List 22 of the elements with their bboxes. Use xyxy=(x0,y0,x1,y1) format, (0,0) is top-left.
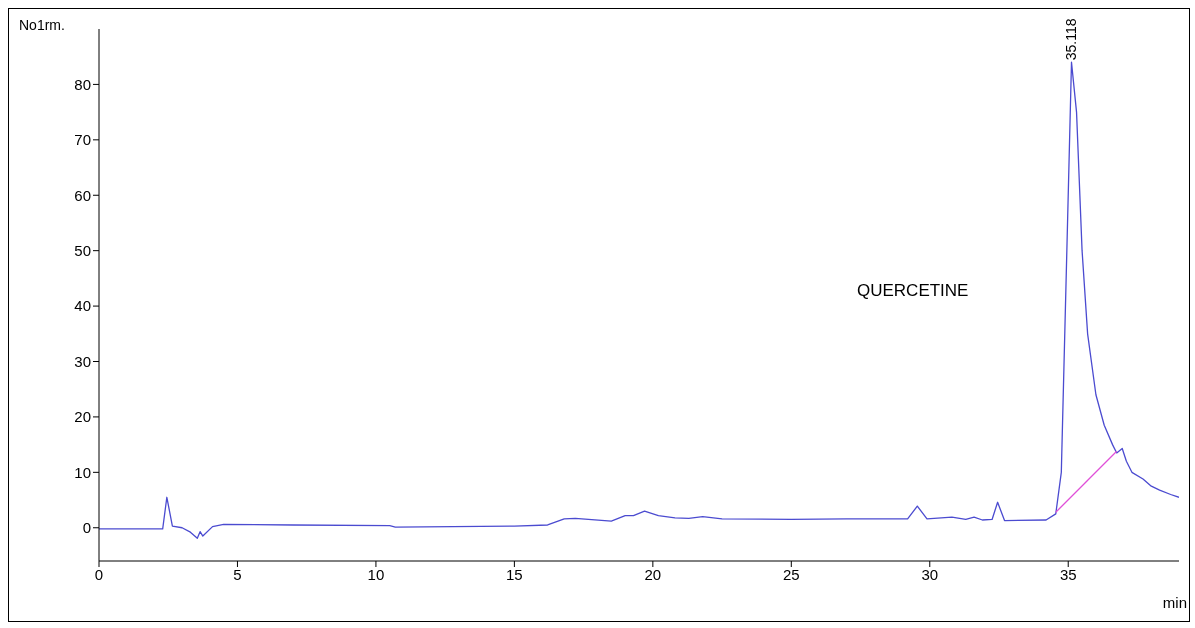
y-tick-label: 80 xyxy=(74,75,91,93)
x-axis-title: min xyxy=(1162,594,1187,611)
x-tick-label: 15 xyxy=(506,565,523,583)
y-tick-label: 40 xyxy=(74,297,91,315)
x-tick-label: 10 xyxy=(367,565,385,583)
y-axis-title: No1rm. xyxy=(19,17,65,33)
x-tick-label: 25 xyxy=(782,565,800,583)
x-tick-label: 35 xyxy=(1059,565,1077,583)
y-tick-label: 10 xyxy=(74,463,91,481)
annotation: QUERCETINE xyxy=(857,281,969,301)
y-tick-label: 60 xyxy=(74,186,91,204)
x-tick-label: 20 xyxy=(644,565,662,583)
x-tick-label: 5 xyxy=(233,565,242,583)
line-series xyxy=(99,61,1179,539)
x-tick-label: 0 xyxy=(94,565,104,583)
y-tick-label: 20 xyxy=(74,408,91,426)
annotation: 35.118 xyxy=(1063,18,1080,61)
y-tick-label: 70 xyxy=(74,131,91,149)
y-tick-label: 50 xyxy=(74,241,91,259)
y-tick-label: 0 xyxy=(82,519,91,537)
x-tick-label: 30 xyxy=(921,565,939,583)
y-tick-label: 30 xyxy=(74,352,91,370)
